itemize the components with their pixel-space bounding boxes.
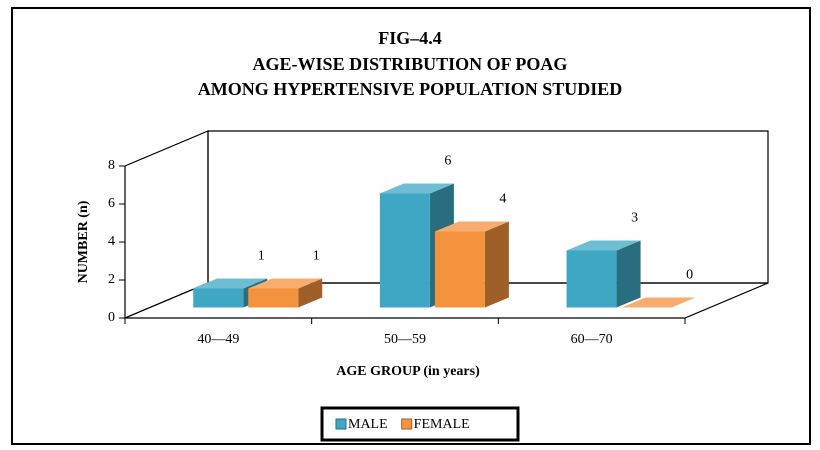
y-tick-label: 4 <box>108 234 115 249</box>
data-label: 1 <box>258 249 265 264</box>
x-tick-label: 40—49 <box>197 332 239 347</box>
bar-top <box>193 278 268 289</box>
bar-side <box>616 240 641 308</box>
y-tick-label: 6 <box>108 196 115 211</box>
bar <box>193 288 244 308</box>
legend-swatch <box>335 418 347 430</box>
legend-label: FEMALE <box>414 417 470 432</box>
chart-title: AMONG HYPERTENSIVE POPULATION STUDIED <box>198 79 623 99</box>
legend-swatch <box>401 418 413 430</box>
legend <box>320 406 520 442</box>
bar <box>248 288 299 308</box>
x-tick-label: 60—70 <box>571 332 613 347</box>
bar-top <box>434 221 509 232</box>
data-label: 4 <box>499 192 506 207</box>
data-label: 6 <box>444 154 451 169</box>
chart-title: FIG–4.4 <box>378 28 442 48</box>
bar-top <box>566 240 641 251</box>
bar <box>379 193 430 308</box>
data-label: 0 <box>686 268 693 283</box>
bar-top <box>621 297 696 308</box>
bar <box>434 231 485 308</box>
bar-top <box>248 278 323 289</box>
x-axis-title: AGE GROUP (in years) <box>336 364 480 379</box>
bar-side <box>298 278 323 308</box>
bar-side <box>484 221 509 308</box>
bar-top <box>379 183 454 194</box>
y-tick-label: 2 <box>108 272 115 287</box>
chart-title: AGE-WISE DISTRIBUTION OF POAG <box>253 54 568 74</box>
data-label: 1 <box>313 249 320 264</box>
x-tick-label: 50—59 <box>384 332 426 347</box>
bar <box>566 250 617 308</box>
data-label: 3 <box>631 211 638 226</box>
y-tick-label: 8 <box>108 158 115 173</box>
legend-label: MALE <box>348 417 388 432</box>
y-axis-title: NUMBER (n) <box>76 200 91 283</box>
y-tick-label: 0 <box>108 310 115 325</box>
